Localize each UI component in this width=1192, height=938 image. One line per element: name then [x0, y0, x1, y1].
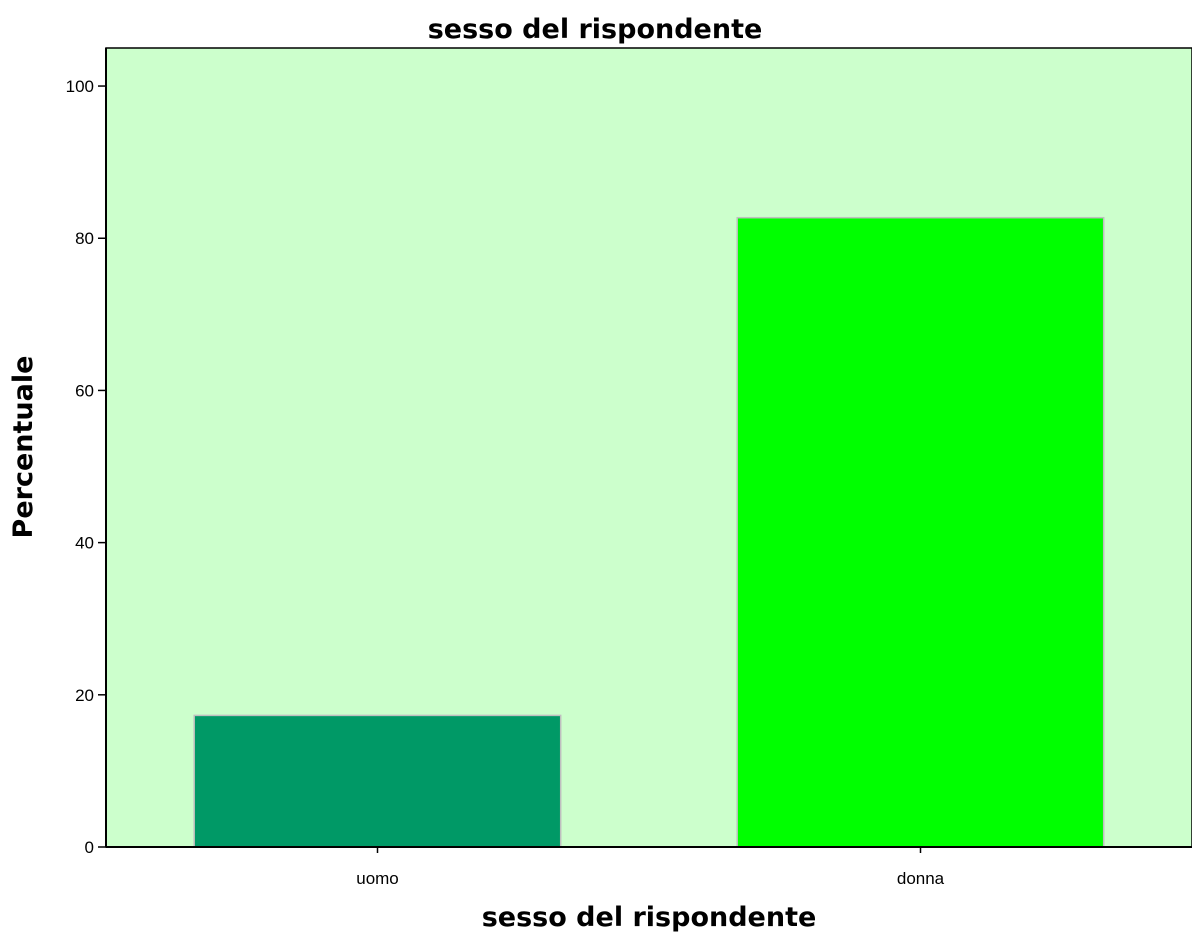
- y-tick-label-40: 40: [75, 534, 94, 553]
- x-axis-title: sesso del rispondente: [482, 902, 817, 933]
- chart-title: sesso del rispondente: [428, 14, 763, 45]
- y-tick-label-20: 20: [75, 686, 94, 705]
- x-tick-label-uomo: uomo: [356, 869, 399, 888]
- y-axis-title: Percentuale: [8, 356, 39, 539]
- x-tick-label-donna: donna: [897, 869, 945, 888]
- y-tick-label-80: 80: [75, 229, 94, 248]
- bar-uomo: [193, 714, 562, 848]
- y-tick-label-60: 60: [75, 381, 94, 400]
- y-tick-label-100: 100: [66, 77, 94, 96]
- y-axis: 0 20 40 60 80 100: [66, 77, 106, 857]
- x-axis: uomo donna: [356, 847, 945, 888]
- bar-donna: [736, 216, 1105, 848]
- y-tick-label-0: 0: [85, 838, 94, 857]
